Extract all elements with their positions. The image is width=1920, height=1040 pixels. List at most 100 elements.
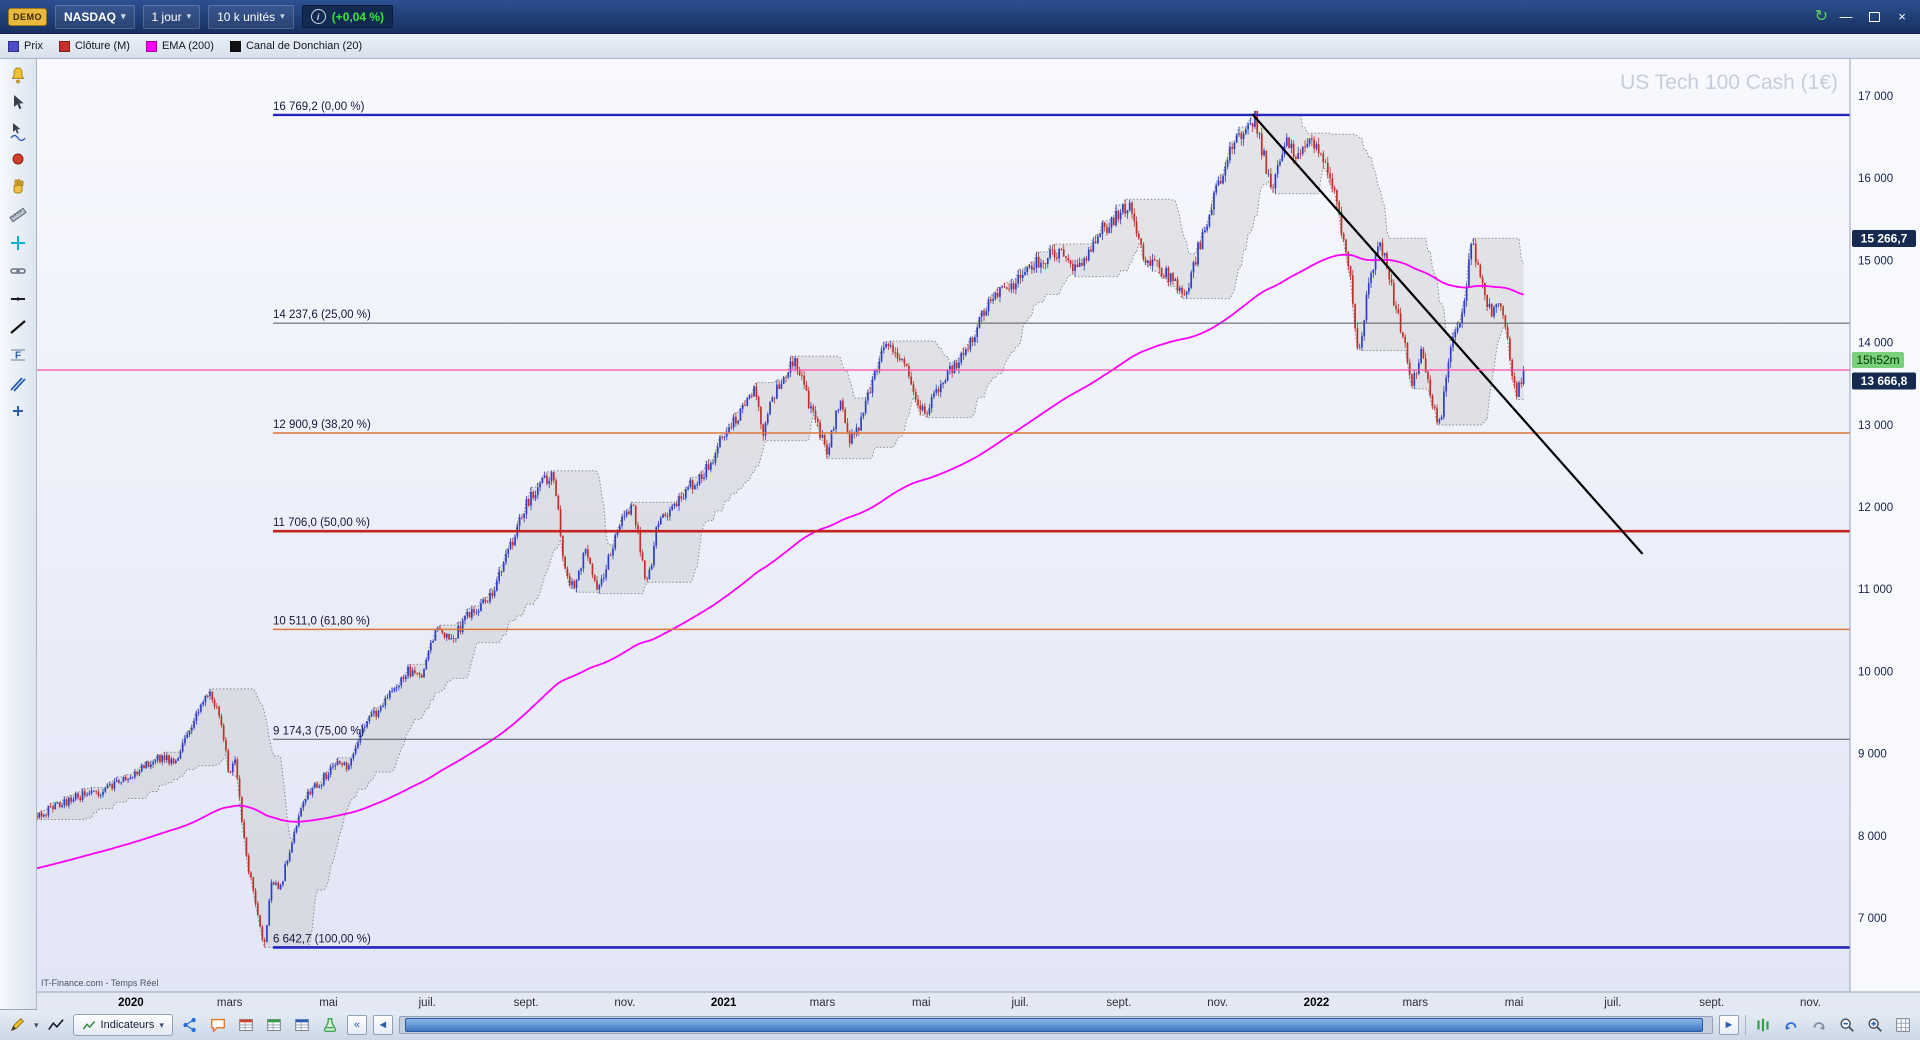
candles	[37, 110, 1525, 948]
svg-text:13 666,8: 13 666,8	[1861, 374, 1908, 388]
redo-icon[interactable]	[1808, 1014, 1830, 1036]
fib-label: 6 642,7 (100,00 %)	[273, 933, 371, 945]
price-tick-label: 7 000	[1858, 913, 1887, 925]
fib-label: 16 769,2 (0,00 %)	[273, 101, 365, 113]
time-tick-label: mai	[912, 997, 931, 1009]
cursor-icon[interactable]	[5, 91, 31, 115]
legend-label: Clôture (M)	[74, 40, 130, 52]
legend-items: Prix Clôture (M) EMA (200) Canal de Donchia…	[8, 40, 362, 52]
instrument-watermark: US Tech 100 Cash (1€)	[1620, 71, 1838, 94]
time-tick-label: 2022	[1304, 997, 1330, 1009]
legend-item[interactable]: Clôture (M)	[58, 40, 130, 52]
price-tick-label: 10 000	[1858, 666, 1893, 678]
strategy-icon[interactable]	[319, 1014, 341, 1036]
legend-item[interactable]: Prix	[8, 40, 43, 52]
link-icon[interactable]	[5, 259, 31, 283]
top-toolbar: DEMO NASDAQ ▾ 1 jour ▾ 10 k unités ▾ i (…	[0, 0, 1920, 34]
price-tick-label: 13 000	[1858, 420, 1893, 432]
price-tick-label: 17 000	[1858, 91, 1893, 103]
channel-tool-icon[interactable]	[5, 371, 31, 395]
price-tick-label: 15 000	[1858, 255, 1893, 267]
chevron-down-icon: ▾	[186, 11, 192, 21]
price-axis[interactable]	[1850, 59, 1920, 992]
close-button[interactable]: ×	[1898, 9, 1906, 24]
watchlist-icon[interactable]	[235, 1014, 257, 1036]
info-icon[interactable]: i	[310, 9, 326, 24]
comment-icon[interactable]	[207, 1014, 229, 1036]
left-toolbar: F	[0, 59, 37, 1009]
legend-color-swatch	[58, 40, 70, 52]
portfolio-icon[interactable]	[263, 1014, 285, 1036]
time-tick-label: 2021	[711, 997, 737, 1009]
units-select[interactable]: 10 k unités ▾	[208, 4, 294, 29]
sync-icon[interactable]: ↻	[1814, 7, 1828, 25]
indicators-label: Indicateurs	[100, 1019, 155, 1031]
scroll-left-button[interactable]: ◄	[372, 1015, 393, 1035]
main-area: F US Tech 100 Cash (1€) 16 769,2 (0,00 %)…	[0, 59, 1920, 1012]
price-chart[interactable]: US Tech 100 Cash (1€) 16 769,2 (0,00 %) 14…	[37, 59, 1920, 1012]
time-tick-label: 2020	[118, 997, 144, 1009]
timeframe-select[interactable]: 1 jour ▾	[142, 4, 201, 29]
price-tick-label: 14 000	[1858, 338, 1893, 350]
scroll-right-button[interactable]: ►	[1719, 1015, 1739, 1035]
track-cursor-icon[interactable]	[5, 119, 31, 143]
crosshair-icon[interactable]	[5, 231, 31, 255]
legend-bar: Prix Clôture (M) EMA (200) Canal de Donchia…	[0, 34, 1920, 59]
fibonacci-tool-icon[interactable]: F	[5, 343, 31, 367]
units-label: 10 k unités	[217, 9, 276, 24]
ruler-icon[interactable]	[5, 203, 31, 227]
alarm-icon[interactable]	[5, 63, 31, 87]
legend-color-swatch	[145, 40, 157, 52]
legend-item[interactable]: EMA (200)	[145, 40, 214, 52]
price-tick-label: 9 000	[1858, 749, 1887, 761]
time-tick-label: juil.	[1010, 997, 1028, 1009]
time-tick-label: mai	[1505, 997, 1524, 1009]
fibonacci-retracement[interactable]: 16 769,2 (0,00 %) 14 237,6 (25,00 %) 12 90…	[273, 101, 1850, 949]
page-grid-icon[interactable]	[1892, 1014, 1914, 1036]
restore-button[interactable]	[1864, 8, 1884, 26]
record-icon[interactable]	[5, 147, 31, 171]
symbol-select[interactable]: NASDAQ ▾	[55, 4, 135, 29]
minimize-button[interactable]: —	[1839, 9, 1853, 24]
price-tick-label: 8 000	[1858, 831, 1887, 843]
share-icon[interactable]	[179, 1014, 201, 1036]
page-first-button[interactable]: «	[346, 1015, 367, 1035]
orders-icon[interactable]	[291, 1014, 313, 1036]
undo-icon[interactable]	[1780, 1014, 1802, 1036]
price-axis-labels: 17 000 16 000 15 000 14 000 13 000 12 000 11 0…	[1858, 91, 1893, 925]
fib-label: 9 174,3 (75,00 %)	[273, 725, 365, 737]
zoom-in-icon[interactable]	[1864, 1014, 1886, 1036]
chart-style-icon[interactable]	[1752, 1014, 1774, 1036]
current-price-badge: 13 666,8	[1852, 372, 1916, 390]
draw-tool-caret-icon[interactable]: ▾	[34, 1019, 39, 1030]
chart-area[interactable]: US Tech 100 Cash (1€) 16 769,2 (0,00 %) 14…	[37, 59, 1920, 1012]
horizontal-line-tool-icon[interactable]	[5, 287, 31, 311]
time-axis[interactable]	[37, 992, 1920, 1012]
indicator-icon	[82, 1021, 95, 1030]
chart-h-scrollbar[interactable]	[398, 1016, 1713, 1034]
draw-tool-icon[interactable]	[6, 1014, 28, 1036]
indicators-button[interactable]: Indicateurs ▾	[72, 1014, 173, 1036]
curve-tool-icon[interactable]	[45, 1014, 67, 1036]
legend-label: Prix	[24, 40, 43, 52]
legend-item[interactable]: Canal de Donchian (20)	[229, 40, 362, 52]
hand-icon[interactable]	[5, 175, 31, 199]
zoom-out-icon[interactable]	[1836, 1014, 1858, 1036]
donchian-band	[37, 114, 1524, 948]
trend-line-tool-icon[interactable]	[5, 315, 31, 339]
chart-h-scrollbar-thumb[interactable]	[405, 1018, 1704, 1032]
donchian-upper	[37, 114, 1525, 844]
trend-line[interactable]	[1251, 113, 1644, 555]
chevron-down-icon: ▾	[280, 11, 285, 21]
source-watermark: IT-Finance.com - Temps Réel	[41, 978, 158, 988]
symbol-label: NASDAQ	[64, 9, 117, 24]
time-tick-label: nov.	[614, 997, 635, 1009]
time-tick-label: mars	[1402, 997, 1428, 1009]
price-tick-label: 12 000	[1858, 502, 1893, 514]
time-tick-label: mai	[319, 997, 338, 1009]
time-tick-label: mars	[810, 997, 836, 1009]
add-object-icon[interactable]	[5, 399, 31, 423]
divider	[1745, 1015, 1746, 1035]
time-tick-label: sept.	[1699, 997, 1724, 1009]
